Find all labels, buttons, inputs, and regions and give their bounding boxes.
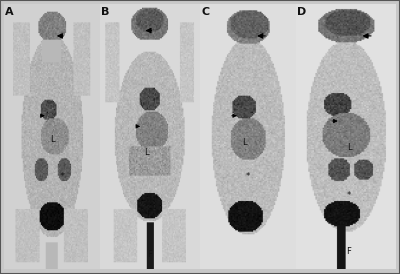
- Text: A: A: [5, 7, 14, 17]
- Text: L: L: [242, 138, 246, 147]
- Text: L: L: [50, 135, 54, 144]
- Text: L: L: [347, 143, 351, 152]
- Text: F: F: [346, 247, 352, 256]
- Text: B: B: [101, 7, 110, 17]
- Text: *: *: [347, 191, 351, 200]
- Text: L: L: [144, 149, 148, 158]
- Text: *: *: [246, 172, 250, 181]
- Text: *: *: [148, 194, 152, 203]
- Text: D: D: [298, 7, 307, 17]
- Text: F: F: [148, 250, 152, 259]
- Text: C: C: [201, 7, 210, 17]
- Text: *: *: [60, 172, 64, 181]
